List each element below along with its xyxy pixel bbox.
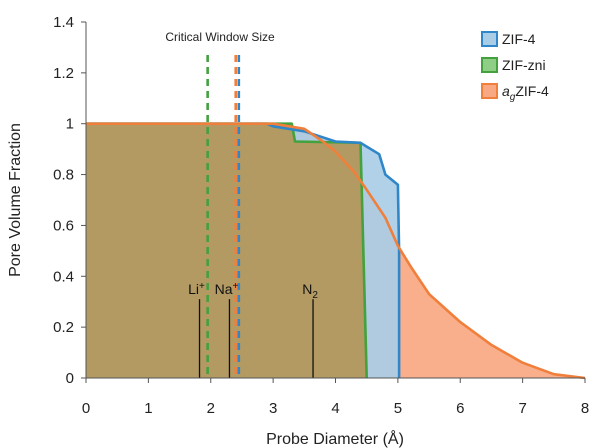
legend-swatch [481,31,498,47]
y-tick-label: 1.2 [53,65,74,82]
y-tick-label: 1 [66,116,74,133]
x-tick-label: 4 [331,400,339,417]
y-tick-label: 0.4 [53,268,74,285]
legend-label: ZIF-4 [502,31,536,47]
legend-swatch [481,83,498,99]
probe-marker-label: Na+ [215,281,239,297]
line-zif-4 [86,122,401,378]
x-tick-label: 1 [144,400,152,417]
y-axis-title: Pore Volume Fraction [7,123,24,277]
x-tick-label: 3 [269,400,277,417]
series-lines [86,122,586,380]
x-axis-title: Probe Diameter (Å) [266,429,404,448]
x-tick-label: 2 [207,400,215,417]
critical-window-lines [206,55,241,378]
x-tick-label: 0 [82,400,90,417]
x-tick-label: 7 [518,400,526,417]
probe-marker-label: N2 [302,281,318,301]
legend-label: ZIF-zni [502,57,546,73]
x-tick-label: 8 [581,400,589,417]
legend-label: agZIF-4 [502,83,549,103]
x-tick-label: 6 [456,400,464,417]
y-tick-label: 1.4 [53,14,74,31]
y-tick-label: 0.6 [53,217,74,234]
probe-marker-label: Li+ [188,281,205,297]
y-tick-label: 0 [66,370,74,387]
line-agzif-4 [86,122,586,380]
overlap-area [86,123,367,378]
critical-window-annotation: Critical Window Size [165,30,275,44]
y-tick-label: 0.2 [53,319,74,336]
series-overlap [86,123,367,378]
y-tick-label: 0.8 [53,167,74,184]
legend-swatch [481,57,498,73]
x-tick-label: 5 [394,400,402,417]
probe-markers: Li+ Na+ N2 [188,281,318,378]
legend: ZIF-4 ZIF-zni agZIF-4 [481,31,549,103]
axes: 0 0.2 0.4 0.6 0.8 1 1.2 1.4 0 1 2 3 4 5 6 7 8 [53,14,589,417]
